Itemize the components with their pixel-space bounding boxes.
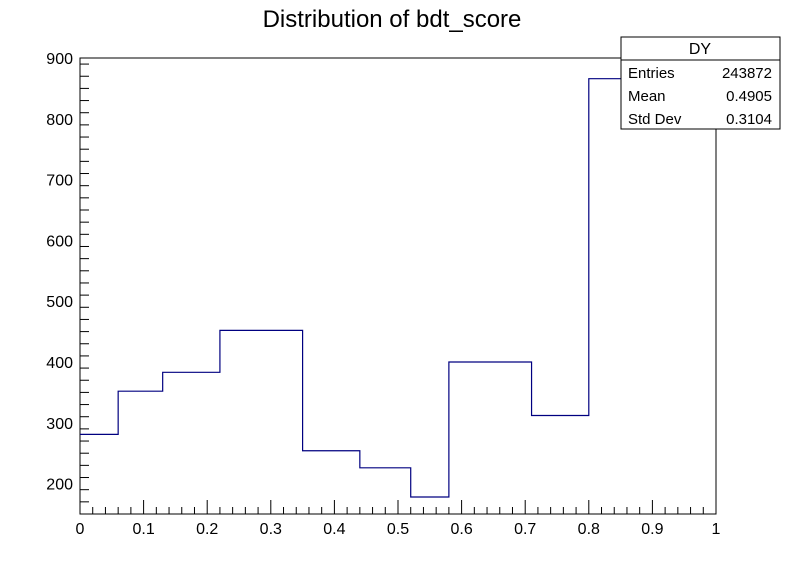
stats-stddev-label: Std Dev bbox=[628, 111, 682, 128]
x-tick-label: 0 bbox=[76, 521, 85, 538]
stats-mean-label: Mean bbox=[628, 88, 666, 105]
histogram-bin bbox=[411, 497, 449, 514]
histogram-bin bbox=[589, 79, 716, 514]
y-tick-label: 600 bbox=[46, 233, 73, 250]
y-tick-label: 200 bbox=[46, 477, 73, 494]
histogram-series bbox=[80, 78, 716, 514]
y-tick-label: 700 bbox=[46, 173, 73, 190]
histogram-bin bbox=[220, 330, 303, 514]
x-tick-label: 0.5 bbox=[387, 521, 409, 538]
y-tick-label: 900 bbox=[46, 51, 73, 68]
x-tick-label: 0.2 bbox=[196, 521, 218, 538]
histogram-bin bbox=[163, 372, 220, 514]
y-tick-label: 800 bbox=[46, 112, 73, 129]
stats-stddev-value: 0.3104 bbox=[726, 111, 772, 128]
stats-box-frame bbox=[620, 36, 781, 130]
histogram-step-line bbox=[80, 78, 716, 498]
x-tick-label: 0.7 bbox=[514, 521, 536, 538]
x-tick-label: 0.1 bbox=[132, 521, 154, 538]
histogram-bin bbox=[532, 416, 589, 514]
x-tick-label: 0.3 bbox=[260, 521, 282, 538]
histogram-bin bbox=[360, 468, 411, 514]
x-tick-label: 0.8 bbox=[578, 521, 600, 538]
histogram-bin bbox=[303, 451, 360, 514]
stats-mean-value: 0.4905 bbox=[726, 88, 772, 105]
axes: 0 0.1 0.2 0.3 0.4 0.5 0.6 0.7 0.8 0.9 1 200 300 400 50… bbox=[46, 51, 720, 538]
stats-entries-label: Entries bbox=[628, 65, 675, 82]
stats-box: DY Entries 243872 Mean 0.4905 Std Dev 0.… bbox=[620, 36, 781, 130]
x-tick-label: 0.9 bbox=[641, 521, 663, 538]
histogram-bin bbox=[449, 362, 532, 514]
histogram-bin bbox=[118, 391, 163, 514]
y-tick-label: 300 bbox=[46, 416, 73, 433]
histogram-bin bbox=[80, 434, 118, 514]
x-tick-label: 1 bbox=[712, 521, 721, 538]
chart-title: Distribution of bdt_score bbox=[263, 6, 522, 33]
x-tick-label: 0.4 bbox=[323, 521, 345, 538]
y-tick-label: 500 bbox=[46, 294, 73, 311]
stats-box-title: DY bbox=[689, 41, 712, 58]
stats-entries-value: 243872 bbox=[722, 65, 772, 82]
x-tick-label: 0.6 bbox=[450, 521, 472, 538]
y-tick-label: 400 bbox=[46, 355, 73, 372]
